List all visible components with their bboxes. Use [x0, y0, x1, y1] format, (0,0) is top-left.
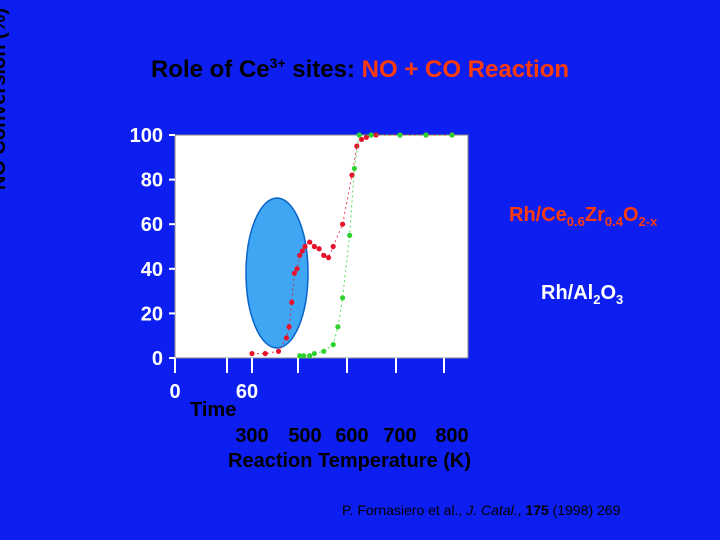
y-tick-label: 60 [141, 214, 163, 236]
data-point [321, 252, 327, 259]
data-point [302, 243, 308, 250]
legend-rh-al: Rh/Al2O3 [541, 282, 624, 307]
highlight-ellipse [245, 197, 309, 349]
data-point [316, 246, 322, 252]
data-point [397, 132, 403, 138]
data-point [347, 232, 353, 238]
data-point [299, 248, 305, 254]
data-point [340, 221, 346, 227]
time-label: Time [190, 399, 237, 421]
data-point [368, 132, 374, 138]
data-point [340, 295, 346, 301]
data-point [423, 132, 429, 138]
x-tick-label: 700 [383, 425, 416, 447]
y-tick-label: 40 [141, 259, 163, 281]
data-point [354, 143, 360, 149]
data-point [307, 353, 313, 359]
page-title: Role of Ce3+ sites: NO + CO Reaction [150, 55, 570, 83]
data-point [297, 252, 303, 259]
x-tick-label: 500 [288, 425, 321, 447]
citation: P. Fornasiero et al., J. Catal., 175 (19… [342, 502, 621, 518]
y-tick-label: 100 [130, 125, 163, 147]
data-point [286, 324, 292, 330]
data-point [249, 350, 255, 357]
data-point [311, 243, 317, 250]
y-tick-label: 80 [141, 170, 163, 192]
y-axis-label: NO Conversion (%) [0, 7, 10, 191]
data-point [291, 270, 297, 276]
data-point [311, 350, 317, 357]
data-point [359, 136, 365, 143]
data-point [363, 134, 369, 140]
plot-area [174, 134, 469, 359]
data-point [301, 353, 307, 359]
data-point [349, 172, 355, 178]
y-tick-label: 0 [152, 348, 163, 370]
data-point [449, 132, 455, 138]
data-point [356, 132, 362, 138]
data-point [297, 353, 303, 359]
data-point [289, 299, 295, 305]
x-axis-label: Reaction Temperature (K) [228, 450, 472, 472]
x-tick-label: 600 [335, 425, 368, 447]
x-tick-label: 300 [235, 425, 268, 447]
data-point [373, 132, 379, 138]
data-point [307, 239, 313, 245]
data-point [325, 255, 332, 261]
data-point [330, 342, 336, 348]
legend-rh-cezr: Rh/Ce0.6Zr0.4O2-x [509, 204, 658, 229]
data-point [330, 243, 336, 250]
x-tick-label: 800 [435, 425, 468, 447]
time-tick-label: 0 [169, 381, 180, 403]
data-point [335, 324, 341, 330]
y-tick-label: 20 [141, 303, 163, 325]
time-tick-label: 60 [236, 381, 258, 403]
data-point [321, 348, 327, 354]
data-point [351, 165, 357, 172]
data-point [294, 266, 300, 272]
data-point [262, 350, 268, 357]
data-point [283, 335, 290, 341]
data-point [275, 348, 282, 354]
